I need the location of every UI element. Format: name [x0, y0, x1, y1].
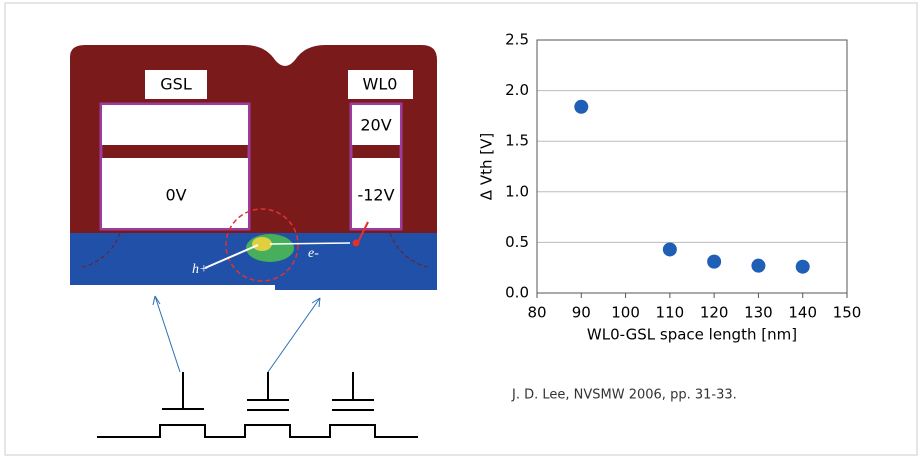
gate-label: GSL: [160, 75, 192, 94]
x-tick-label: 120: [700, 304, 729, 322]
schematic: [97, 372, 418, 437]
x-tick-label: 150: [833, 304, 862, 322]
gate-part: [102, 105, 248, 145]
carrier-label: e-: [308, 246, 319, 261]
data-point: [707, 255, 721, 269]
x-tick-label: 130: [744, 304, 773, 322]
electron-dot: [353, 240, 360, 247]
field-blob: [252, 237, 272, 251]
y-tick-label: 0.5: [505, 233, 529, 251]
gate-label: WL0: [363, 75, 398, 94]
data-point: [796, 260, 810, 274]
x-tick-label: 90: [572, 304, 591, 322]
citation: J. D. Lee, NVSMW 2006, pp. 31-33.: [511, 388, 737, 403]
electron-arrow: [270, 243, 350, 244]
y-tick-label: 1.5: [505, 132, 529, 150]
y-tick-label: 2.0: [505, 81, 529, 99]
pointer-arrow: [155, 296, 180, 372]
x-tick-label: 100: [611, 304, 640, 322]
plot-frame: [537, 40, 847, 293]
device-diagram: GSL WL0 20V 0V -12V h+ e-: [70, 45, 437, 437]
carrier-label: h+: [192, 262, 208, 277]
y-axis-label: Δ Vth [V]: [478, 133, 496, 200]
voltage-label: 20V: [360, 116, 391, 135]
x-tick-label: 80: [527, 304, 546, 322]
data-point: [751, 259, 765, 273]
data-point: [574, 100, 588, 114]
voltage-label: -12V: [357, 186, 394, 205]
y-tick-label: 2.5: [505, 31, 529, 49]
pointer-arrow: [268, 298, 320, 372]
figure: GSL WL0 20V 0V -12V h+ e- J. D. Lee, NVS…: [0, 0, 923, 459]
x-tick-label: 110: [656, 304, 685, 322]
x-tick-label: 140: [788, 304, 817, 322]
y-tick-label: 0.0: [505, 284, 529, 302]
substrate-gap: [70, 285, 275, 293]
y-tick-label: 1.0: [505, 182, 529, 200]
data-point: [663, 242, 677, 256]
voltage-label: 0V: [165, 186, 186, 205]
x-axis-label: WL0-GSL space length [nm]: [587, 326, 797, 344]
